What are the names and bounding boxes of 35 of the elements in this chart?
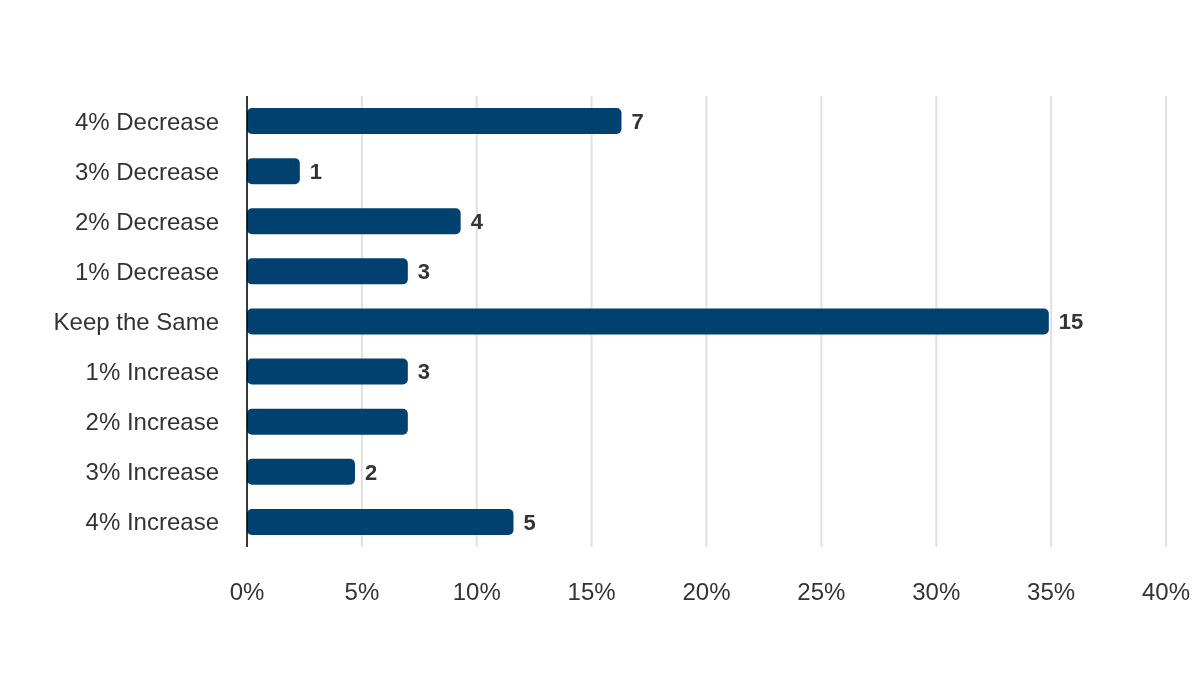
x-tick-label: 15% [567, 578, 616, 606]
bar [247, 408, 408, 435]
y-tick-label: 4% Increase [85, 508, 219, 536]
bar [247, 108, 622, 135]
x-tick-label: 40% [1141, 578, 1191, 606]
annotation: 1 [309, 158, 323, 184]
bar [247, 458, 355, 485]
annotation: 5 [523, 509, 536, 535]
x-tick-label: 0% [229, 578, 265, 606]
x-tick-label: 30% [912, 578, 961, 606]
annotation: 3 [417, 359, 431, 385]
bar [247, 258, 408, 285]
annotation: 3 [417, 259, 431, 285]
y-tick-label: 2% Decrease [74, 207, 219, 235]
annotation: 2 [364, 459, 378, 485]
bar [247, 358, 408, 385]
annotation: 4 [470, 208, 484, 234]
bar [247, 208, 461, 235]
x-tick-label: 20% [682, 578, 731, 606]
y-tick-label: 3% Increase [85, 458, 219, 486]
annotation: 7 [631, 108, 644, 134]
y-tick-label: 3% Decrease [74, 157, 219, 185]
x-tick-label: 5% [344, 578, 380, 606]
bar [247, 508, 514, 535]
annotation: 15 [1058, 309, 1084, 335]
bar [247, 308, 1049, 335]
y-tick-label: 1% Increase [85, 358, 219, 386]
y-tick-label: 2% Increase [85, 408, 219, 436]
x-tick-label: 35% [1027, 578, 1076, 606]
y-tick-label: 1% Decrease [74, 257, 219, 285]
x-tick-label: 10% [452, 578, 501, 606]
y-tick-label: 4% Decrease [74, 107, 219, 135]
bar [247, 158, 300, 185]
x-tick-label: 25% [797, 578, 846, 606]
y-tick-label: Keep the Same [53, 308, 219, 336]
